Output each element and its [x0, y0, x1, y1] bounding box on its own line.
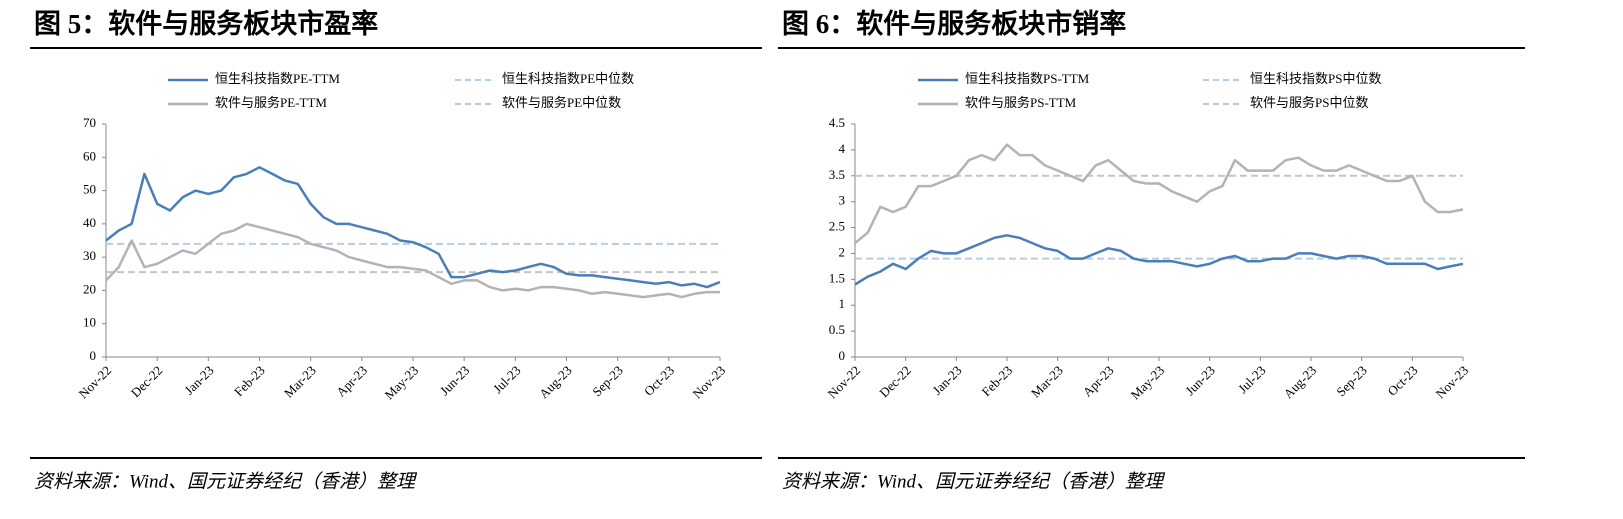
y-tick-label: 60	[83, 148, 96, 163]
x-tick-label: Oct-23	[1384, 363, 1420, 399]
series-line	[105, 222, 720, 299]
x-tick-label: Nov-22	[76, 363, 115, 402]
y-tick-label: 1	[839, 296, 846, 311]
y-tick-label: 4.5	[829, 115, 845, 130]
y-tick-label: 0	[90, 348, 97, 363]
chart-title: 图 6：软件与服务板块市销率	[782, 8, 1126, 39]
x-tick-label: May-23	[1128, 363, 1168, 403]
x-tick-label: Jun-23	[1182, 363, 1218, 399]
y-tick-label: 3.5	[829, 167, 845, 182]
legend-label: 恒生科技指数PE-TTM	[215, 71, 340, 86]
x-tick-label: Feb-23	[979, 363, 1016, 400]
series-line	[854, 234, 1464, 286]
series-line	[854, 143, 1464, 245]
y-tick-label: 1.5	[829, 270, 845, 285]
x-tick-label: Apr-23	[333, 363, 370, 400]
x-tick-label: Apr-23	[1080, 363, 1117, 400]
x-tick-label: Nov-23	[1433, 363, 1472, 402]
x-tick-label: Nov-22	[825, 363, 864, 402]
y-tick-label: 0.5	[829, 322, 845, 337]
legend-label: 恒生科技指数PS中位数	[1250, 71, 1381, 86]
x-tick-label: Jun-23	[437, 363, 473, 399]
legend-label: 软件与服务PS-TTM	[965, 95, 1077, 110]
x-tick-label: Jan-23	[181, 363, 216, 398]
x-tick-label: Jan-23	[929, 363, 964, 398]
y-tick-label: 3	[839, 193, 846, 208]
legend-label: 软件与服务PS中位数	[1250, 95, 1368, 110]
source-note: 资料来源：Wind、国元证券经纪（香港）整理	[782, 470, 1166, 492]
y-tick-label: 0	[839, 348, 846, 363]
x-tick-label: Mar-23	[281, 363, 319, 401]
x-tick-label: May-23	[382, 363, 422, 403]
y-tick-label: 4	[839, 141, 846, 156]
y-tick-label: 20	[83, 281, 96, 296]
x-tick-label: Sep-23	[1333, 363, 1370, 400]
y-tick-label: 70	[83, 115, 96, 130]
y-tick-label: 30	[83, 248, 96, 263]
legend-label: 恒生科技指数PE中位数	[502, 71, 634, 86]
x-tick-label: Jul-23	[1235, 363, 1269, 397]
x-tick-label: Jul-23	[490, 363, 524, 397]
x-tick-label: Nov-23	[690, 363, 729, 402]
x-tick-label: Feb-23	[231, 363, 268, 400]
legend-label: 软件与服务PE中位数	[502, 95, 621, 110]
y-tick-label: 50	[83, 182, 96, 197]
legend-label: 恒生科技指数PS-TTM	[965, 71, 1090, 86]
x-tick-label: Oct-23	[641, 363, 677, 399]
x-tick-label: Sep-23	[589, 363, 626, 400]
x-tick-label: Aug-23	[1281, 363, 1320, 402]
chart-title: 图 5：软件与服务板块市盈率	[34, 8, 378, 39]
series-line	[105, 166, 721, 289]
x-tick-label: Dec-22	[876, 363, 914, 401]
legend-label: 软件与服务PE-TTM	[215, 95, 327, 110]
x-tick-label: Dec-22	[128, 363, 166, 401]
y-tick-label: 2	[839, 244, 846, 259]
x-tick-label: Aug-23	[536, 363, 575, 402]
source-note: 资料来源：Wind、国元证券经纪（香港）整理	[34, 470, 418, 492]
y-tick-label: 40	[83, 215, 96, 230]
y-tick-label: 10	[83, 315, 96, 330]
x-tick-label: Mar-23	[1028, 363, 1066, 401]
y-tick-label: 2.5	[829, 219, 845, 234]
